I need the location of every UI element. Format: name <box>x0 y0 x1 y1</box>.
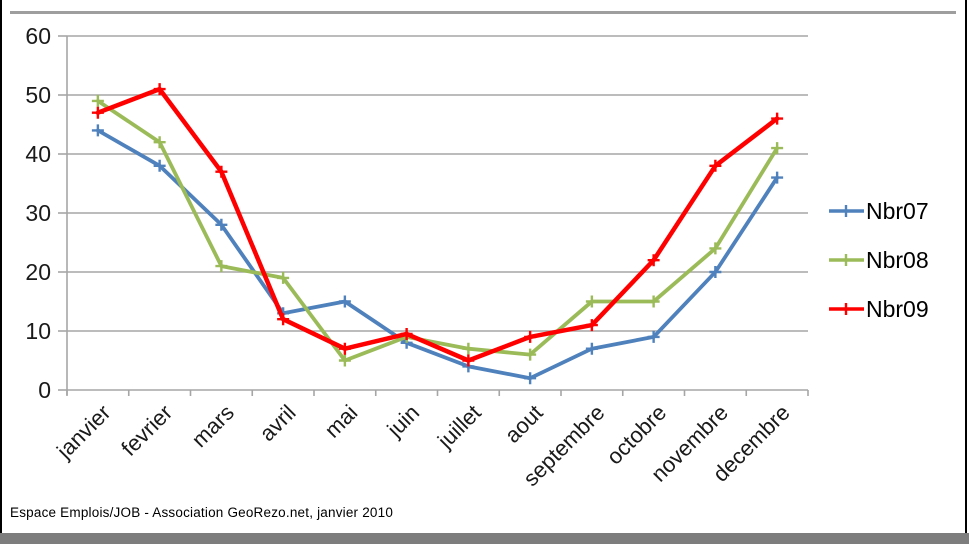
data-point-marker <box>462 342 475 355</box>
x-tick-label: mai <box>320 400 363 443</box>
data-point-marker <box>277 313 290 326</box>
x-tick-label: juillet <box>432 400 486 454</box>
data-point-marker <box>462 354 475 367</box>
data-point-marker <box>215 165 228 178</box>
data-point-marker <box>153 136 166 149</box>
x-tick-label: juin <box>382 400 425 443</box>
data-point-marker <box>153 83 166 96</box>
data-point-marker <box>524 330 537 343</box>
window-bottom-bar <box>0 533 969 544</box>
y-tick-label: 50 <box>25 82 51 108</box>
data-point-marker <box>647 254 660 267</box>
y-tick-label: 40 <box>25 141 51 167</box>
series-line-nbr09 <box>95 86 780 363</box>
series-line-nbr07 <box>95 128 780 381</box>
x-tick-label: avril <box>254 400 300 446</box>
data-point-marker <box>277 271 290 284</box>
top-divider <box>10 11 956 14</box>
chart-legend: Nbr07 Nbr08 Nbr09 <box>828 194 929 341</box>
data-point-marker <box>585 342 598 355</box>
y-tick-label: 60 <box>25 23 51 49</box>
data-point-marker <box>91 106 104 119</box>
window-right-border <box>965 0 967 533</box>
data-point-marker <box>91 124 104 137</box>
legend-label-nbr07: Nbr07 <box>866 197 929 224</box>
data-point-marker <box>524 372 537 385</box>
data-point-marker <box>771 112 784 125</box>
x-tick-label: aout <box>500 400 548 448</box>
data-point-marker <box>647 330 660 343</box>
y-tick-label: 10 <box>25 318 51 344</box>
data-point-marker <box>709 266 722 278</box>
data-point-marker <box>91 94 104 107</box>
x-tick-label: fevrier <box>116 400 177 461</box>
legend-marker-nbr08 <box>829 254 864 266</box>
window-left-border <box>0 0 2 533</box>
data-point-marker <box>709 242 722 255</box>
legend-marker-nbr09 <box>829 303 864 315</box>
series-line-nbr08 <box>95 99 780 363</box>
legend-marker-nbr07 <box>829 205 864 217</box>
data-point-marker <box>215 260 228 273</box>
y-tick-label: 30 <box>25 200 51 226</box>
data-point-marker <box>215 218 228 231</box>
legend-item-nbr08: Nbr08 <box>828 243 929 277</box>
data-point-marker <box>771 142 784 155</box>
legend-item-nbr07: Nbr07 <box>828 194 929 228</box>
data-point-marker <box>709 159 722 172</box>
data-point-marker <box>647 295 660 308</box>
legend-label-nbr09: Nbr09 <box>866 295 929 322</box>
data-point-marker <box>338 295 351 308</box>
data-point-marker <box>771 171 784 184</box>
legend-label-nbr08: Nbr08 <box>866 246 929 273</box>
data-point-marker <box>585 295 598 308</box>
data-point-marker <box>524 348 537 361</box>
legend-item-nbr09: Nbr09 <box>828 292 929 326</box>
y-tick-label: 20 <box>25 259 51 285</box>
data-point-marker <box>400 327 413 340</box>
y-tick-label: 0 <box>38 377 51 403</box>
data-point-marker <box>338 354 351 367</box>
x-tick-label: janvier <box>51 400 115 464</box>
data-point-marker <box>585 319 598 332</box>
data-point-marker <box>338 342 351 355</box>
chart-caption: Espace Emplois/JOB - Association GeoRezo… <box>10 505 394 520</box>
data-point-marker <box>153 159 166 172</box>
x-tick-label: mars <box>187 400 239 452</box>
